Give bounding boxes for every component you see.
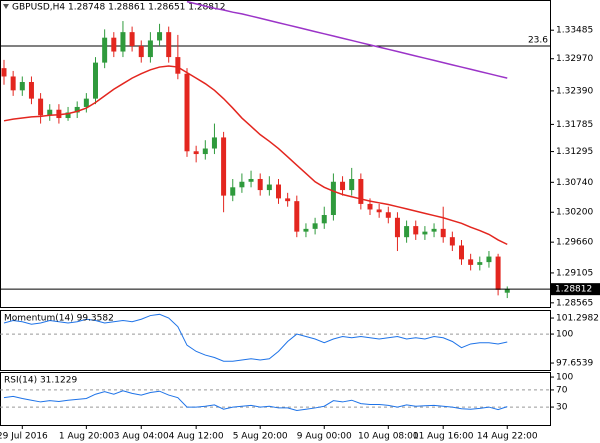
candle-body [248,178,254,182]
y-tick-label: 1.31785 [556,120,593,130]
x-tick-label: 1 Aug 20:00 [59,432,114,442]
candle-body [385,212,391,218]
y-tick-label: 100 [556,330,573,340]
candle-body [157,32,163,41]
candle-body [422,231,428,235]
candle-body [440,228,446,238]
candle-body [193,151,199,155]
current-price-label: 1.28812 [555,285,592,295]
candle-body [184,73,190,152]
candle-body [376,209,382,213]
candle-body [102,37,108,63]
candle-body [47,109,53,116]
candle-body [340,181,346,191]
candle-body [10,76,16,91]
y-tick-label: 1.30740 [556,178,593,188]
candle-body [65,112,71,119]
candle-body [321,215,327,224]
candle-body [285,198,291,202]
moving-average [186,0,508,79]
candle-body [449,237,455,246]
candle-body [394,217,400,238]
indicator-title: RSI(14) 31.1229 [4,376,77,386]
y-tick-label: 1.32970 [556,54,593,64]
moving-average [3,65,508,246]
candle-body [56,109,62,119]
y-tick-label: 97.6539 [556,359,593,369]
candle-body [266,184,272,191]
x-tick-label: 3 Aug 04:00 [114,432,169,442]
current-price-box [550,283,600,296]
x-tick-label: 29 Jul 2016 [0,432,48,442]
candle-body [358,178,364,204]
fib-level-label: 23.6 [528,35,548,45]
y-tick-label: 101.2982 [556,314,599,324]
candle-body [74,106,80,113]
y-tick-label: 1.29660 [556,238,593,248]
y-tick-label: 70 [556,385,568,395]
y-tick-label: 100 [556,373,573,383]
candle-body [120,32,126,52]
y-tick-label: 1.30200 [556,208,593,218]
y-tick-label: 1.28565 [556,298,593,308]
y-tick-label: 1.32390 [556,86,593,96]
y-tick-label: 30 [556,403,568,413]
candle-body [276,184,281,199]
candle-body [294,201,300,232]
candle-body [486,256,492,263]
y-tick-label: 1.33485 [556,26,593,36]
candle-body [349,178,355,191]
candle-body [413,226,419,235]
candle-body [211,137,217,149]
candle-body [129,32,135,46]
candle-body [477,262,483,265]
panel-frame [0,372,551,426]
candle-body [468,259,474,265]
candle-body [257,178,263,191]
indicator-line [3,390,508,412]
candle-body [230,187,236,196]
candle-body [404,226,410,238]
chart-title: GBPUSD,H4 1.28748 1.28861 1.28651 1.2881… [12,3,225,13]
candle-body [28,82,34,99]
candle-body [303,228,309,232]
candle-body [504,289,510,293]
x-tick-label: 9 Aug 00:00 [297,432,352,442]
candle-body [202,148,208,155]
candle-body [330,181,336,216]
indicator-line [3,313,508,362]
indicator-title: Momentum(14) 99.3582 [4,314,114,324]
y-tick-label: 1.29105 [556,268,593,278]
candle-body [367,203,373,210]
candle-body [239,181,245,188]
candle-body [431,228,437,232]
x-tick-label: 10 Aug 08:00 [358,432,419,442]
candle-body [138,45,144,58]
candle-body [221,137,227,196]
candle-body [1,68,7,77]
candle-body [312,223,318,229]
candle-body [166,32,172,58]
candle-body [175,57,181,74]
candle-body [495,256,501,290]
x-tick-label: 14 Aug 22:00 [477,432,538,442]
x-tick-label: 11 Aug 16:00 [413,432,474,442]
x-tick-label: 5 Aug 20:00 [233,432,288,442]
collapse-icon [3,4,9,9]
candle-body [19,82,25,91]
candle-body [459,245,464,260]
candle-body [38,98,44,116]
panel-frame [0,0,551,308]
y-tick-label: 1.31295 [556,147,593,157]
x-tick-label: 4 Aug 12:00 [169,432,224,442]
panel-frame [0,310,551,371]
candle-body [83,98,89,107]
candle-body [147,40,153,58]
candle-body [111,37,117,52]
candle-body [93,62,98,99]
